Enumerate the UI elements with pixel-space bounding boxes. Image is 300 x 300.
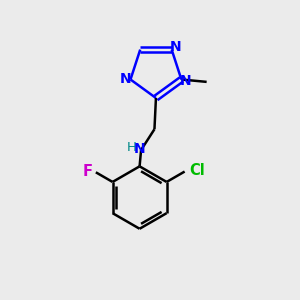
Text: N: N [169, 40, 181, 54]
Text: N: N [120, 72, 132, 86]
Text: F: F [82, 164, 92, 179]
Text: Cl: Cl [189, 163, 205, 178]
Text: N: N [180, 74, 192, 88]
Text: H: H [127, 141, 136, 154]
Text: N: N [134, 142, 146, 155]
